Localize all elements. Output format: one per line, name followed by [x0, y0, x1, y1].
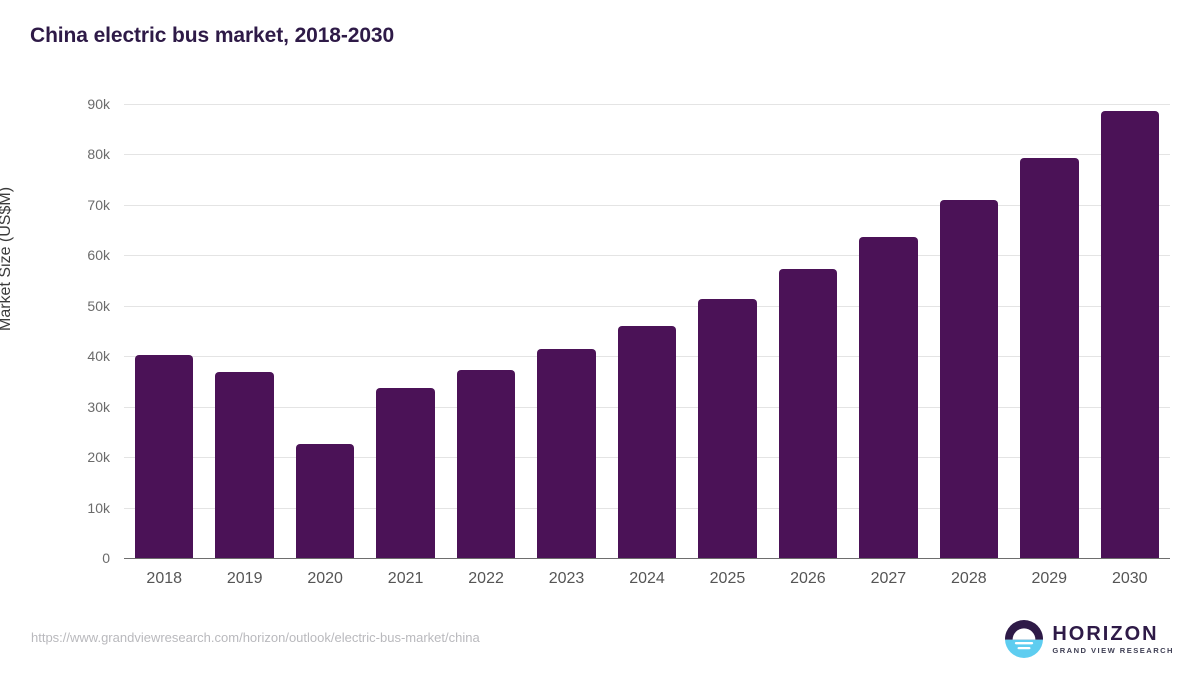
bar-group: 2018	[124, 104, 204, 587]
bar-group: 2023	[526, 104, 606, 587]
x-axis-tick-label: 2021	[387, 570, 424, 587]
gridline	[124, 305, 1170, 307]
y-axis-tick-label: 30k	[87, 398, 110, 415]
gridline	[124, 255, 1170, 257]
y-axis-tick-label: 90k	[87, 96, 110, 112]
x-axis-tick-label: 2029	[1031, 570, 1068, 587]
bar[interactable]	[456, 369, 516, 558]
bar[interactable]	[537, 349, 596, 558]
x-axis-tick-label: 2025	[709, 570, 746, 587]
x-axis-tick-label: 2022	[468, 570, 504, 587]
y-axis-tick-label: 50k	[87, 297, 110, 314]
x-axis-tick-label: 2030	[1111, 570, 1148, 587]
bar-group: 2028	[929, 104, 1009, 587]
x-axis-tick-label: 2026	[790, 570, 826, 587]
axis-baseline	[124, 558, 1170, 559]
y-axis-tick-label: 80k	[87, 146, 110, 163]
horizon-logo: HORIZON GRAND VIEW RESEARCH	[1005, 618, 1174, 660]
gridline	[124, 104, 1170, 105]
plot-area: 2018 2019 2020 2021 2022 2023 2024 2025 2026 2027…	[124, 104, 1170, 587]
bar[interactable]	[215, 371, 274, 558]
y-axis-tick-label: 20k	[87, 449, 110, 466]
bar[interactable]	[1020, 158, 1079, 558]
source-url[interactable]: https://www.grandviewresearch.com/horizo…	[31, 630, 480, 645]
bar-group: 2029	[1009, 104, 1089, 587]
x-axis-tick-label: 2024	[629, 570, 665, 587]
bar-group: 2022	[446, 104, 526, 587]
bar[interactable]	[295, 444, 355, 558]
bar[interactable]	[939, 200, 999, 558]
logo-wordmark: HORIZON	[1052, 622, 1159, 645]
bar-group: 2021	[365, 104, 445, 587]
bar-group: 2024	[607, 104, 687, 587]
bar-group: 2025	[687, 104, 767, 587]
x-axis-tick-label: 2028	[951, 570, 987, 587]
bar-series: 2018 2019 2020 2021 2022 2023 2024 2025 2026 2027…	[124, 104, 1170, 587]
x-axis-tick-label: 2027	[870, 570, 907, 587]
logo-tagline: GRAND VIEW RESEARCH	[1052, 645, 1174, 655]
y-axis-tick-labels: 0 10k 20k 30k 40k 50k 60k 70k 80k 90k	[0, 0, 110, 675]
y-axis-tick-label: 60k	[87, 247, 110, 264]
bar[interactable]	[135, 354, 194, 558]
bar-group: 2026	[768, 104, 848, 587]
bar[interactable]	[617, 325, 677, 558]
bar[interactable]	[698, 298, 757, 558]
bar-group: 2019	[204, 104, 284, 587]
y-axis-tick-label: 10k	[87, 499, 110, 516]
x-axis-tick-label: 2023	[548, 570, 585, 587]
bar-group: 2030	[1090, 104, 1170, 587]
y-axis-title: Market Size (US$M)	[0, 186, 14, 331]
gridline	[124, 204, 1170, 206]
logo-text: HORIZON GRAND VIEW RESEARCH	[1052, 624, 1174, 655]
y-axis-tick-label: 40k	[87, 348, 110, 365]
bar-group: 2020	[285, 104, 365, 587]
gridline	[124, 154, 1170, 156]
horizon-sun-circle-icon	[1005, 620, 1044, 658]
x-axis-tick-label: 2019	[226, 570, 263, 587]
bar-group: 2027	[848, 104, 928, 587]
y-axis-tick-label: 70k	[87, 196, 110, 213]
bar[interactable]	[376, 388, 435, 558]
y-axis-tick-label: 0	[102, 550, 110, 566]
x-axis-tick-label: 2018	[146, 570, 183, 587]
x-axis-tick-label: 2020	[307, 570, 343, 587]
bar[interactable]	[778, 269, 838, 558]
page-title: China electric bus market, 2018-2030	[30, 24, 395, 47]
bar[interactable]	[1100, 111, 1159, 558]
bar[interactable]	[859, 237, 918, 558]
